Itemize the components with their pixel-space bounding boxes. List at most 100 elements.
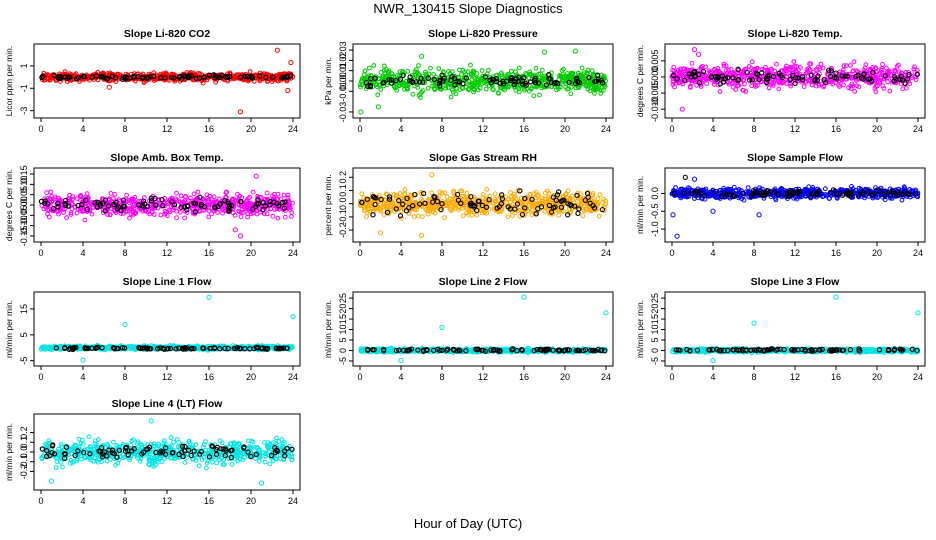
data-point [442,190,448,196]
data-point [454,191,461,198]
data-point [244,73,250,79]
data-point [429,190,435,196]
data-point [182,215,188,221]
data-point [51,208,56,214]
data-point [68,210,74,216]
data-point [238,214,244,220]
x-tick-label: 8 [439,124,444,134]
data-point [493,76,499,82]
data-point [779,74,786,81]
data-point [122,76,129,82]
data-point [222,198,228,204]
data-point [784,63,789,69]
data-point [257,73,263,79]
data-point [89,211,95,217]
data-point [599,206,606,213]
data-point [443,85,449,91]
data-point [814,190,821,196]
data-point [404,85,410,90]
y-tick-label: 0.1 [338,184,348,197]
data-point [77,197,83,203]
plot-frame [664,167,926,243]
data-point [41,206,47,212]
x-tick-label: 16 [519,248,529,258]
data-point [216,196,222,202]
data-point [770,83,776,88]
data-point [870,69,876,76]
data-point [585,83,591,89]
data-point [177,73,183,79]
data-point [484,186,490,192]
data-point [848,190,854,196]
data-point [282,214,288,220]
data-point [145,74,151,81]
data-point [410,91,416,97]
data-point [582,77,588,82]
data-point [420,214,425,220]
data-point [586,74,592,81]
data-point [152,195,158,202]
data-point [770,73,777,80]
data-point [85,195,91,201]
data-point [425,201,431,206]
data-point [717,89,723,94]
data-point [372,75,378,81]
data-point [522,87,527,93]
data-point [438,86,444,92]
data-point [486,67,491,73]
data-point [514,201,521,207]
data-point [689,61,695,66]
data-point [450,197,455,203]
data-point [171,75,177,81]
data-point [126,200,132,206]
data-point [894,64,900,69]
data-point [417,201,423,207]
outlier-point [237,109,244,115]
data-point [420,79,426,85]
data-point [508,190,513,195]
data-point [224,189,230,195]
data-point [843,63,849,69]
data-point [897,76,903,83]
data-point [754,66,760,72]
data-point [571,203,578,209]
x-tick-label: 0 [38,124,43,134]
data-point [463,75,469,81]
data-point [166,77,172,83]
data-point [65,74,72,80]
data-point [46,214,52,220]
data-point [386,194,393,200]
data-point [914,71,920,78]
data-point [537,200,542,206]
x-tick-label: 12 [478,248,488,258]
data-point [407,78,413,84]
x-tick-label: 4 [80,248,85,258]
data-points [357,48,609,115]
data-point [880,62,885,67]
data-point [574,76,580,82]
outlier-point [253,173,259,179]
data-point [590,191,596,196]
x-tick-label: 12 [162,248,172,258]
data-point [709,77,715,83]
data-point [828,68,834,74]
data-point [766,85,772,91]
data-point [413,67,419,73]
x-tick-label: 8 [122,248,127,258]
data-point [545,200,551,206]
x-tick-label: 16 [831,248,841,258]
data-point [94,204,101,210]
data-point [367,84,374,90]
y-axis-label: kPa per min. [323,57,333,105]
data-point [884,65,889,71]
data-point [107,212,113,218]
data-point [282,199,288,205]
data-point [833,70,839,76]
data-point [72,72,78,78]
data-point [192,209,199,215]
data-point [493,78,500,85]
data-point [578,195,583,201]
data-point [209,211,215,217]
